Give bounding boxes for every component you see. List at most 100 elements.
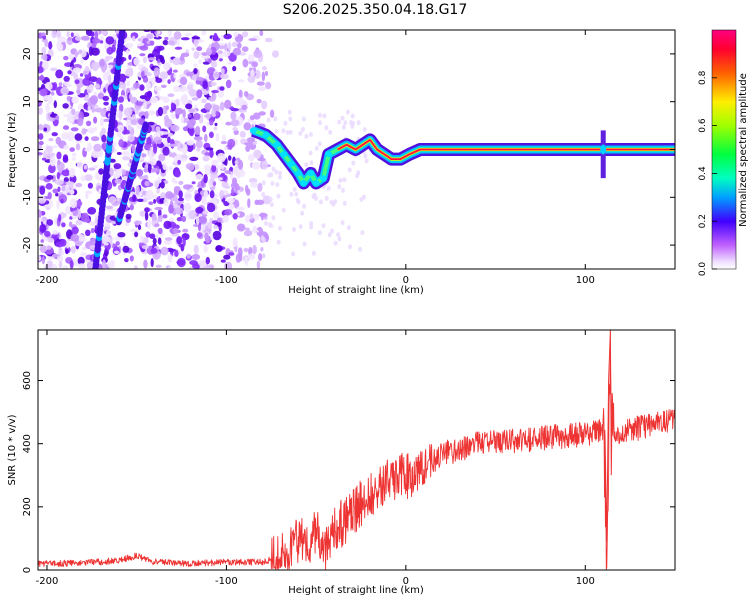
- noise-blob: [144, 164, 148, 169]
- noise-blob: [364, 158, 369, 164]
- noise-blob: [162, 162, 167, 171]
- noise-blob: [243, 247, 249, 253]
- x-tick-label: -200: [36, 576, 59, 587]
- noise-blob: [224, 99, 232, 110]
- colorbar-tick-label: 0.2: [698, 214, 708, 228]
- snr-panel: -200 -100 0 100 0 200 400 600 Height of straig…: [7, 329, 676, 596]
- noise-blob: [154, 223, 160, 227]
- noise-blob: [101, 30, 108, 36]
- noise-blob: [106, 69, 111, 77]
- noise-blob: [144, 207, 150, 213]
- noise-blob: [167, 40, 176, 46]
- noise-blob: [183, 202, 192, 213]
- ridge-core: [337, 138, 675, 161]
- noise-blob: [196, 89, 203, 99]
- noise-blob: [115, 241, 120, 246]
- noise-blob: [108, 64, 114, 70]
- noise-blob: [237, 42, 242, 49]
- noise-blob: [77, 256, 85, 265]
- noise-blob: [83, 164, 88, 170]
- noise-blob: [122, 245, 130, 253]
- x-tick-label: 0: [403, 576, 409, 587]
- noise-blob: [222, 50, 231, 57]
- noise-blob: [44, 230, 51, 237]
- noise-blob: [152, 48, 161, 58]
- noise-blob: [224, 43, 228, 52]
- noise-blob: [108, 196, 117, 204]
- noise-blob: [214, 122, 218, 127]
- noise-blob: [145, 189, 154, 200]
- noise-blob: [217, 177, 223, 181]
- noise-blob: [80, 175, 86, 182]
- noise-blob: [265, 37, 273, 43]
- y-tick-label: 0: [22, 567, 33, 573]
- noise-blob: [203, 190, 209, 198]
- noise-blob: [182, 126, 189, 132]
- noise-blob: [230, 119, 240, 127]
- noise-blob: [294, 191, 299, 197]
- noise-blob: [189, 260, 198, 266]
- noise-blob: [38, 140, 44, 146]
- noise-blob: [191, 97, 199, 101]
- noise-blob: [62, 125, 70, 130]
- x-tick-label: 100: [576, 275, 595, 286]
- heatmap-marks: [38, 30, 675, 269]
- noise-blob: [153, 36, 162, 40]
- noise-blob: [172, 69, 178, 73]
- noise-blob: [136, 198, 145, 202]
- noise-blob: [75, 143, 81, 151]
- noise-blob: [66, 131, 75, 142]
- noise-blob: [345, 109, 350, 115]
- diagonal-trace-mark: [119, 30, 126, 35]
- noise-blob: [252, 121, 256, 126]
- noise-blob: [69, 147, 75, 152]
- noise-blob: [121, 169, 126, 176]
- noise-blob: [114, 236, 123, 241]
- noise-blob: [137, 224, 142, 231]
- noise-blob: [343, 120, 348, 126]
- noise-blob: [201, 30, 207, 36]
- noise-blob: [231, 41, 238, 48]
- y-tick-label: 10: [22, 95, 33, 108]
- noise-blob: [362, 127, 367, 132]
- noise-blob: [125, 36, 133, 41]
- noise-blob: [232, 237, 238, 248]
- noise-blob: [340, 115, 345, 121]
- noise-blob: [150, 30, 155, 34]
- noise-blob: [74, 133, 83, 141]
- noise-blob: [119, 103, 124, 113]
- ridge-blob: [325, 151, 333, 158]
- noise-blob: [201, 55, 210, 59]
- noise-blob: [215, 245, 223, 252]
- y-tick-label: -20: [22, 237, 33, 253]
- noise-blob: [111, 220, 117, 225]
- noise-blob: [150, 168, 160, 173]
- noise-blob: [278, 174, 282, 180]
- noise-blob: [86, 120, 92, 127]
- noise-blob: [52, 188, 59, 194]
- noise-blob: [46, 219, 54, 226]
- noise-blob: [93, 143, 102, 152]
- noise-blob: [97, 92, 105, 100]
- noise-blob: [121, 156, 131, 161]
- noise-blob: [135, 185, 140, 196]
- noise-blob: [144, 180, 150, 187]
- noise-blob: [261, 159, 268, 170]
- noise-blob: [162, 96, 170, 104]
- noise-blob: [154, 206, 163, 211]
- noise-blob: [129, 204, 134, 211]
- noise-blob: [38, 217, 43, 223]
- noise-blob: [188, 126, 195, 137]
- noise-blob: [154, 86, 162, 92]
- noise-blob: [296, 199, 301, 205]
- noise-blob: [341, 187, 345, 193]
- noise-blob: [65, 248, 69, 255]
- noise-blob: [77, 103, 84, 111]
- ridge-blob: [300, 179, 308, 186]
- noise-blob: [324, 125, 329, 131]
- noise-blob: [203, 174, 208, 184]
- noise-blob: [338, 177, 343, 183]
- noise-blob: [350, 113, 355, 119]
- noise-blob: [117, 96, 124, 103]
- noise-blob: [214, 72, 220, 78]
